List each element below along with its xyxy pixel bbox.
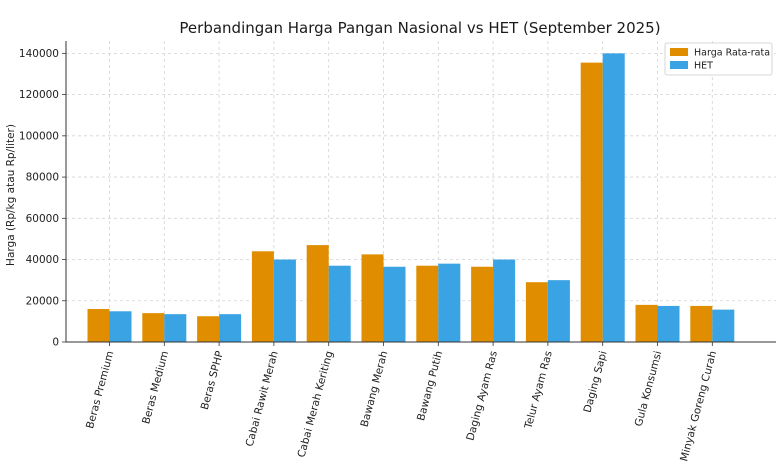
y-tick-label: 20000 xyxy=(26,295,59,307)
legend-box xyxy=(664,42,773,76)
legend-label: Harga Rata-rata xyxy=(694,48,770,59)
bar-harga-rata-rata xyxy=(471,266,494,342)
bar-harga-rata-rata xyxy=(416,265,439,342)
x-category-label: Beras Premium xyxy=(84,350,116,430)
x-category-label: Gula Konsumsi xyxy=(633,350,665,428)
x-category-label: Beras Medium xyxy=(140,350,171,426)
y-axis-label: Harga (Rp/kg atau Rp/liter) xyxy=(5,124,17,266)
bar-harga-rata-rata xyxy=(635,304,658,342)
x-category-label: Bawang Putih xyxy=(415,350,445,422)
bar-harga-rata-rata xyxy=(690,305,713,342)
bar-harga-rata-rata xyxy=(87,309,110,342)
x-category-label: Daging Sapi xyxy=(582,350,610,414)
x-category-label: Bawang Merah xyxy=(359,350,391,429)
y-tick-label: 40000 xyxy=(26,254,59,266)
y-tick-label: 60000 xyxy=(26,213,59,225)
x-category-label: Beras SPHP xyxy=(199,350,226,411)
x-category-label: Cabai Rawit Merah xyxy=(244,350,281,448)
bars xyxy=(87,53,735,343)
bar-harga-rata-rata xyxy=(361,254,384,342)
bar-het xyxy=(438,263,461,342)
y-tick-label: 0 xyxy=(52,337,59,349)
bar-harga-rata-rata xyxy=(306,245,329,342)
y-tick-label: 80000 xyxy=(26,172,59,184)
bar-het xyxy=(493,259,516,342)
bar-harga-rata-rata xyxy=(525,282,548,342)
legend-swatch xyxy=(670,48,688,56)
y-tick-labels: 0 20000 40000 60000 80000 100000 120000 140000 xyxy=(19,48,59,349)
bar-harga-rata-rata xyxy=(251,251,274,342)
bar-het xyxy=(219,314,242,342)
y-tick-label: 140000 xyxy=(19,48,59,60)
bar-het xyxy=(657,305,680,342)
legend-label: HET xyxy=(694,61,713,72)
bar-het xyxy=(164,314,187,342)
bar-het xyxy=(109,311,132,342)
grid xyxy=(66,41,776,343)
y-tick-label: 100000 xyxy=(19,130,59,142)
chart-title: Perbandingan Harga Pangan Nasional vs HE… xyxy=(179,19,660,37)
legend-swatch xyxy=(670,61,688,69)
y-tick-label: 120000 xyxy=(19,89,59,101)
bar-harga-rata-rata xyxy=(580,62,603,343)
bar-het xyxy=(712,309,735,342)
bar-het xyxy=(602,53,625,342)
bar-harga-rata-rata xyxy=(142,313,165,342)
x-category-labels: Beras Premium Beras Medium Beras SPHP Cabai… xyxy=(84,350,719,463)
bar-het xyxy=(547,280,570,342)
legend: Harga Rata-rata HET xyxy=(664,42,773,76)
bar-het xyxy=(273,259,296,342)
x-category-label: Minyak Goreng Curah xyxy=(678,350,719,463)
x-category-label: Daging Ayam Ras xyxy=(464,350,500,442)
x-category-label: Telur Ayam Ras xyxy=(522,350,555,431)
bar-het xyxy=(383,266,406,342)
bar-het xyxy=(328,265,351,342)
bar-harga-rata-rata xyxy=(197,316,220,342)
axes xyxy=(62,41,776,346)
x-category-label: Cabai Merah Keriting xyxy=(296,350,336,459)
